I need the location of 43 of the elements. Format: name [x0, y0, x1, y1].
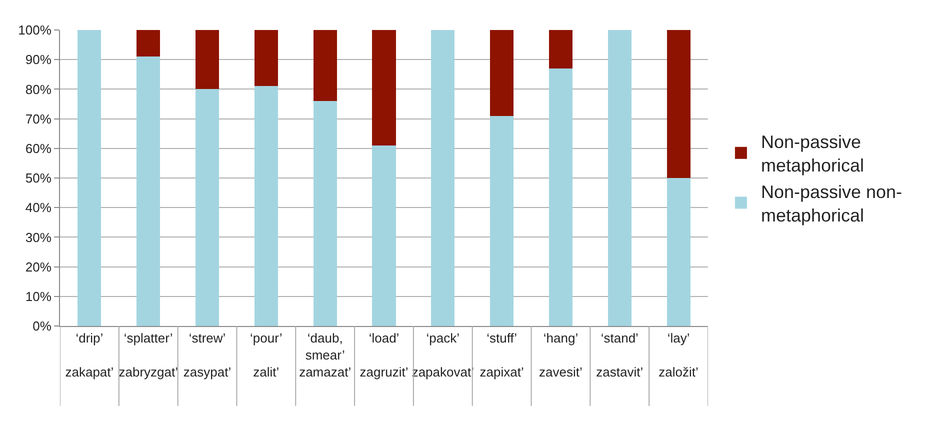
- bar: [372, 30, 396, 146]
- bar: [548, 68, 573, 326]
- bar: [136, 56, 160, 326]
- y-tick-label: 40%: [25, 200, 52, 216]
- y-tick-label: 100%: [18, 22, 52, 38]
- y-tick-label: 90%: [25, 52, 52, 68]
- bar: [608, 30, 632, 326]
- category-label: ‘strew’ zasypat’: [183, 330, 232, 380]
- bar: [195, 89, 220, 326]
- bar: [666, 30, 690, 178]
- x-tick-label: ‘daub, smear’ zamazat’: [299, 330, 352, 380]
- bar: [195, 30, 220, 90]
- bar: [136, 30, 160, 57]
- bar: [490, 116, 514, 326]
- category-label: ‘load’ zagruzit’: [360, 330, 408, 380]
- bar: [313, 101, 337, 326]
- bar: [431, 30, 455, 326]
- category-label: ‘splatter’ zabryzgat’: [118, 330, 178, 380]
- bar: [372, 145, 396, 326]
- y-tick-label: 60%: [25, 140, 52, 156]
- category-label: ‘stuff’ zapixat’: [480, 330, 524, 380]
- bar: [78, 30, 102, 326]
- y-tick-label: 30%: [25, 230, 52, 245]
- legend-label: Non-passive non-metaphorical: [760, 182, 902, 226]
- y-tick-label: 70%: [25, 111, 52, 126]
- category-label: ‘stand’ zastavit’: [596, 330, 644, 380]
- category-label: ‘drip’ zakapat’: [65, 330, 114, 380]
- y-tick-label: 0%: [32, 318, 52, 334]
- bar: [254, 86, 278, 326]
- bar: [490, 30, 514, 116]
- y-tick-label: 50%: [25, 170, 52, 186]
- category-label: ‘pack’ zapakovat’: [412, 330, 474, 380]
- bar: [666, 178, 690, 326]
- bar: [548, 30, 573, 68]
- bar: [254, 30, 278, 86]
- category-label: ‘pour’ zalit’: [250, 330, 282, 380]
- y-tick-label: 20%: [25, 259, 52, 274]
- y-tick-label: 80%: [25, 82, 52, 97]
- y-tick-label: 10%: [25, 288, 52, 304]
- legend-label: Non-passive metaphorical: [760, 132, 864, 176]
- category-label: ‘hang’ zavesit’: [539, 330, 582, 380]
- bar: [313, 30, 337, 102]
- category-label: ‘lay’ založit’: [658, 330, 698, 380]
